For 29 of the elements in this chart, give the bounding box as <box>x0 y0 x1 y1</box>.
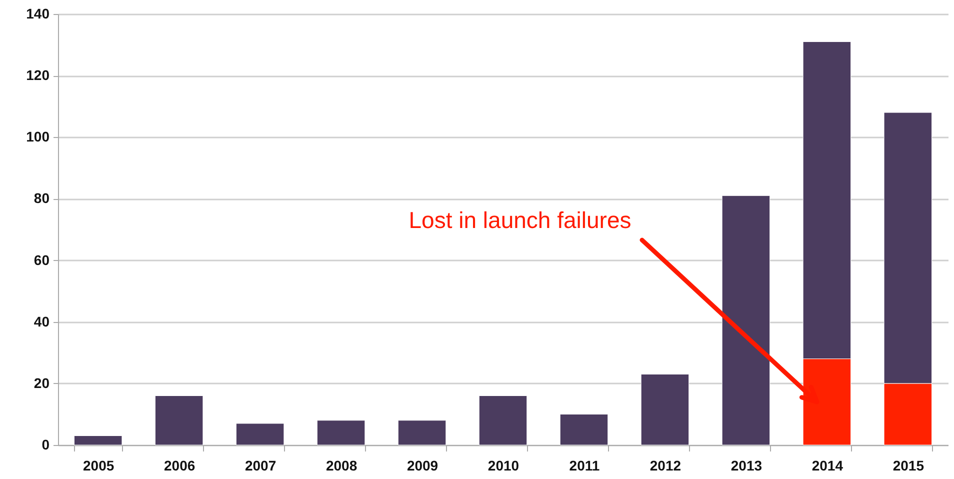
x-tick-label: 2005 <box>83 458 114 474</box>
bar <box>316 420 366 446</box>
y-tick-label: 0 <box>42 436 50 452</box>
x-tick-label: 2009 <box>406 458 438 474</box>
x-tick-label: 2012 <box>650 458 682 474</box>
bar <box>722 195 770 446</box>
bar <box>74 436 122 446</box>
bar <box>478 395 528 446</box>
y-tick-label: 100 <box>26 128 50 145</box>
bar <box>640 374 690 446</box>
y-tick-label: 40 <box>34 313 50 330</box>
x-tick-label: 2015 <box>892 458 924 474</box>
y-tick-label: 20 <box>34 374 50 391</box>
x-tick-label: 2014 <box>812 458 844 474</box>
x-tick-label: 2008 <box>326 458 358 474</box>
x-tick-label: 2011 <box>569 458 600 474</box>
bar <box>154 395 204 446</box>
annotation: Lost in launch failures <box>408 207 632 233</box>
y-tick-label: 140 <box>26 6 50 22</box>
y-tick-label: 120 <box>26 67 50 84</box>
y-tick-label: 80 <box>34 190 50 206</box>
x-tick-label: 2010 <box>488 458 520 474</box>
bar <box>398 420 446 446</box>
x-tick-label: 2007 <box>244 458 276 474</box>
x-tick-label: 2013 <box>730 458 762 474</box>
bar <box>236 423 284 446</box>
x-tick-label: 2006 <box>164 458 196 474</box>
y-tick-label: 60 <box>34 252 50 268</box>
bar <box>560 414 608 446</box>
